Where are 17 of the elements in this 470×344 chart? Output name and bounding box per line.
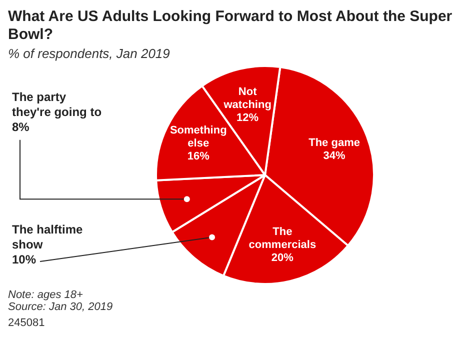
- slice-label: The commercials: [248, 226, 316, 251]
- text: Note: ages 18+: [8, 289, 84, 301]
- slice-label: The party they're going to: [12, 90, 102, 120]
- slice-label: Something else: [170, 124, 227, 150]
- data-label: 12%: [236, 112, 259, 124]
- data-label: 34%: [323, 150, 346, 162]
- data-label: 10%: [12, 252, 36, 266]
- text: 245081: [8, 317, 46, 329]
- slice-label: Not watching: [222, 86, 272, 112]
- slice-label: The game: [308, 136, 360, 149]
- data-label: 16%: [187, 150, 210, 162]
- data-label: 8%: [12, 120, 30, 134]
- source-note: Source: Jan 30, 2019: [8, 301, 114, 313]
- chart-title: What Are US Adults Looking Forward to Most About the Super Bowl?: [8, 8, 454, 44]
- slice-label: The halftime show: [12, 222, 83, 252]
- chart-subtitle: % of respondents, Jan 2019: [8, 46, 171, 61]
- data-label: 20%: [271, 252, 294, 264]
